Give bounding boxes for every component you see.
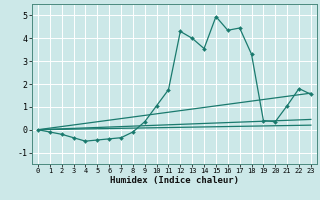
X-axis label: Humidex (Indice chaleur): Humidex (Indice chaleur) [110,176,239,185]
